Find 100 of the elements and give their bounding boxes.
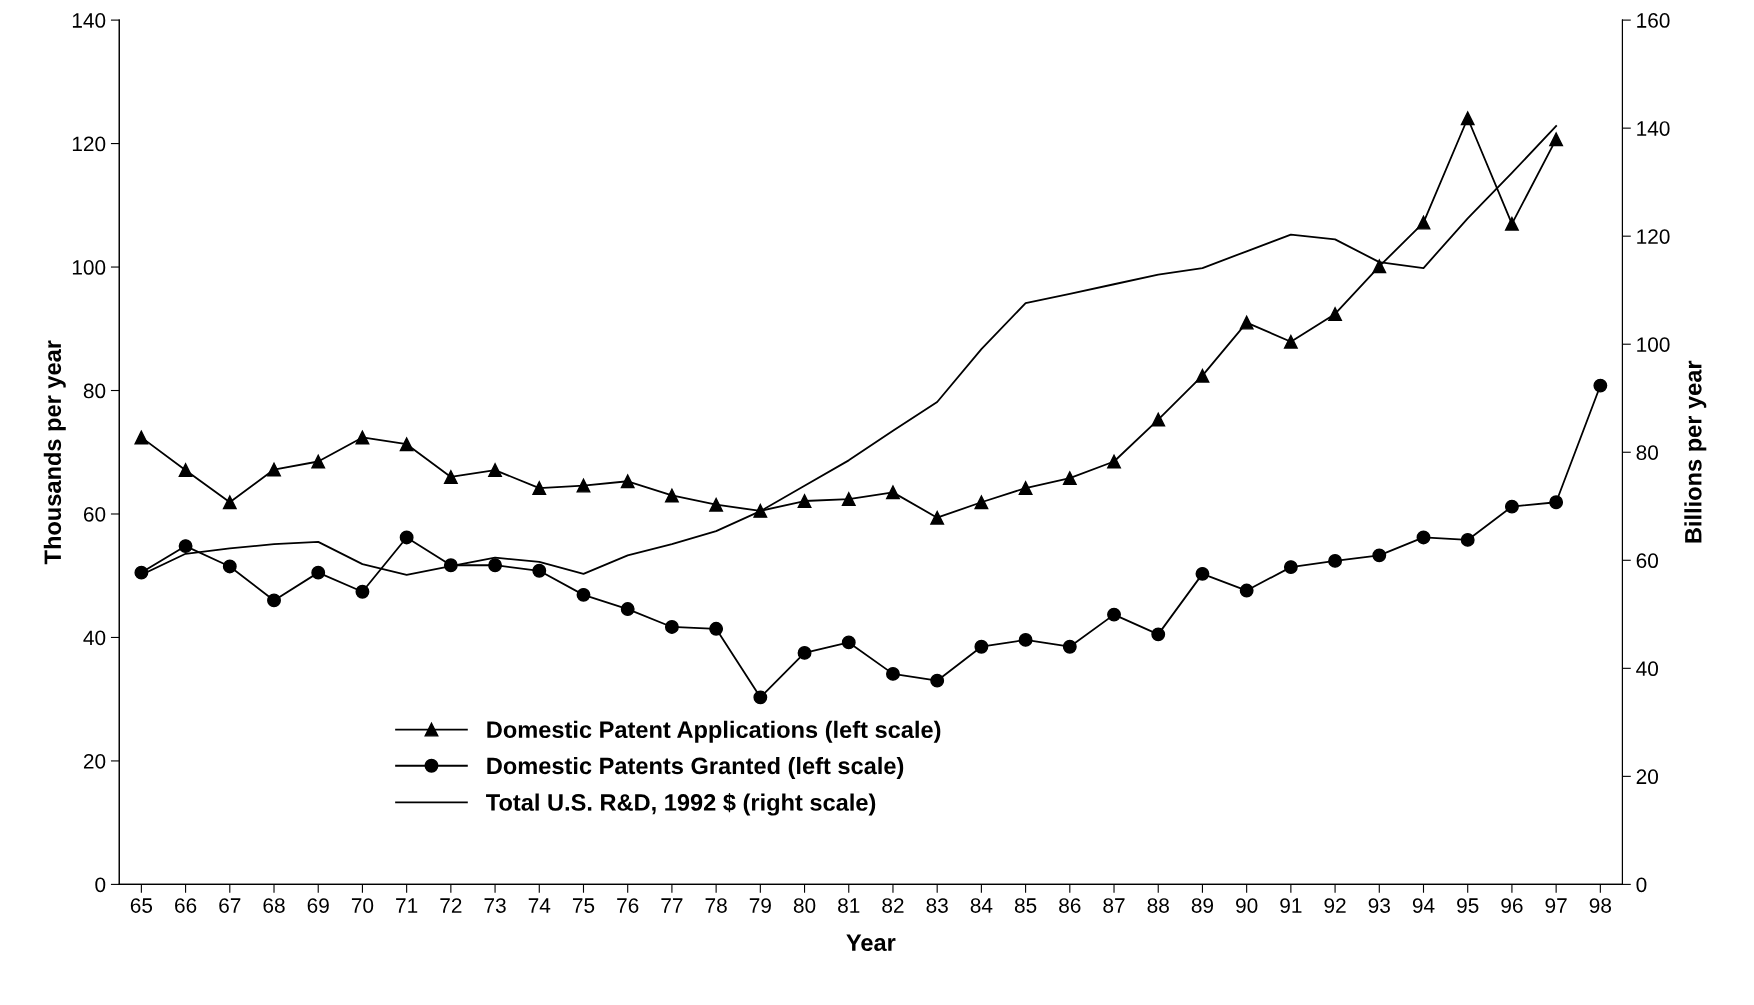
x-tick-label: 65 <box>130 898 153 913</box>
point <box>222 559 237 574</box>
x-tick-label: 94 <box>1412 898 1435 913</box>
point <box>267 462 281 477</box>
point <box>886 666 900 681</box>
x-tick-label: 84 <box>970 898 993 913</box>
point <box>1372 548 1387 563</box>
x-tick-label: 83 <box>926 898 948 913</box>
x-tick-label: 76 <box>617 898 639 913</box>
x-tick-label: 97 <box>1545 898 1567 913</box>
x-tick-label: 89 <box>1191 898 1214 913</box>
y-axis-title: Thousands per year <box>43 340 66 565</box>
x-tick-label: 68 <box>263 898 285 913</box>
point <box>1283 334 1298 349</box>
point <box>1460 111 1475 126</box>
point <box>841 635 856 650</box>
x-tick-label: 93 <box>1368 898 1390 913</box>
y2-tick-label: 120 <box>1637 229 1670 244</box>
x-tick-label: 72 <box>440 898 462 913</box>
point <box>1018 481 1033 496</box>
x-tick-label: 88 <box>1147 898 1169 913</box>
point <box>532 563 547 578</box>
point <box>134 430 149 445</box>
point <box>311 454 326 469</box>
point <box>886 485 900 500</box>
point <box>753 503 768 518</box>
x-tick-label: 91 <box>1280 898 1302 913</box>
point <box>664 488 679 503</box>
point <box>222 495 237 510</box>
x-tick-label: 95 <box>1457 898 1479 913</box>
x-tick-label: 90 <box>1236 898 1258 913</box>
point <box>488 558 503 573</box>
point <box>355 584 370 599</box>
y2-tick-label: 160 <box>1637 13 1670 28</box>
x-tick-label: 96 <box>1501 898 1523 913</box>
point <box>178 539 193 554</box>
y2-tick-label: 140 <box>1637 121 1670 136</box>
point <box>709 621 724 636</box>
point <box>1504 499 1519 514</box>
y2-tick-label: 80 <box>1636 445 1658 460</box>
x-tick-label: 92 <box>1324 898 1346 913</box>
point <box>709 497 724 512</box>
point <box>1328 307 1343 321</box>
y-tick-label: 120 <box>72 136 106 152</box>
x-tick-label: 86 <box>1059 898 1081 913</box>
point <box>974 639 989 654</box>
point <box>1107 607 1121 622</box>
x-tick-label: 85 <box>1014 898 1037 913</box>
point <box>576 587 591 602</box>
x-tick-label: 78 <box>705 898 727 913</box>
x-tick-label: 80 <box>793 898 816 913</box>
x-axis-title: Year <box>846 934 896 952</box>
point <box>1151 412 1166 427</box>
point <box>620 474 635 489</box>
point <box>1195 368 1210 383</box>
point <box>1416 530 1431 545</box>
point <box>1504 216 1519 231</box>
x-tick-label: 81 <box>838 898 860 913</box>
point <box>620 602 635 617</box>
point <box>797 494 812 508</box>
y-tick-label: 80 <box>83 383 106 399</box>
y-tick-label: 100 <box>72 260 106 275</box>
point <box>532 481 547 496</box>
point <box>930 673 945 688</box>
point <box>841 492 856 507</box>
x-tick-label: 74 <box>528 898 551 913</box>
point <box>311 565 326 580</box>
point <box>267 593 281 608</box>
y-tick-label: 140 <box>72 13 106 28</box>
y-tick-label: 20 <box>83 753 106 769</box>
x-tick-label: 79 <box>749 898 771 913</box>
x-tick-label: 82 <box>882 898 904 913</box>
point <box>1195 566 1210 581</box>
x-tick-label: 70 <box>351 898 374 913</box>
point <box>1018 632 1033 647</box>
x-tick-label: 77 <box>661 898 683 913</box>
point <box>1283 560 1298 575</box>
point <box>1151 627 1166 642</box>
y-tick-label: 60 <box>83 506 106 522</box>
x-tick-label: 98 <box>1589 898 1612 913</box>
point <box>355 430 370 445</box>
point <box>1239 583 1254 598</box>
point <box>797 645 812 660</box>
point <box>930 510 945 525</box>
y2-tick-label: 0 <box>1636 877 1647 893</box>
point <box>974 495 989 510</box>
legend-label: Domestic Patent Applications (left scale) <box>487 720 941 743</box>
point <box>1460 532 1475 547</box>
y2-tick-label: 20 <box>1636 769 1658 785</box>
point <box>1372 259 1387 274</box>
point <box>1416 215 1431 230</box>
x-tick-label: 67 <box>219 898 241 913</box>
y2-tick-label: 100 <box>1637 337 1670 352</box>
point <box>399 437 414 452</box>
point <box>443 469 458 484</box>
y2-tick-label: 60 <box>1636 553 1658 569</box>
point <box>753 690 768 705</box>
point <box>1107 454 1121 469</box>
point <box>399 530 414 545</box>
x-tick-label: 66 <box>175 898 197 913</box>
